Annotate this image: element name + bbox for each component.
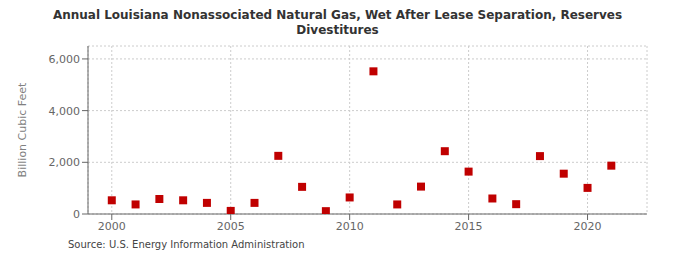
html-text:Annual Louisiana Nonassociated: Annual Louisiana Nonassociated Natural G… bbox=[52, 8, 623, 37]
svg-text:0: 0 bbox=[73, 208, 80, 221]
svg-text:2000: 2000 bbox=[98, 220, 126, 233]
svg-text:2005: 2005 bbox=[217, 220, 245, 233]
svg-text:Billion Cubic Feet: Billion Cubic Feet bbox=[16, 82, 29, 177]
html-text:Source: U.S. Energy Informatio: Source: U.S. Energy Information Administ… bbox=[68, 239, 305, 250]
svg-text:4,000: 4,000 bbox=[49, 105, 81, 118]
svg-text:2010: 2010 bbox=[336, 220, 364, 233]
svg-text:2015: 2015 bbox=[455, 220, 483, 233]
svg-text:6,000: 6,000 bbox=[49, 53, 81, 66]
svg-text:2,000: 2,000 bbox=[49, 156, 81, 169]
svg-text:2020: 2020 bbox=[574, 220, 602, 233]
